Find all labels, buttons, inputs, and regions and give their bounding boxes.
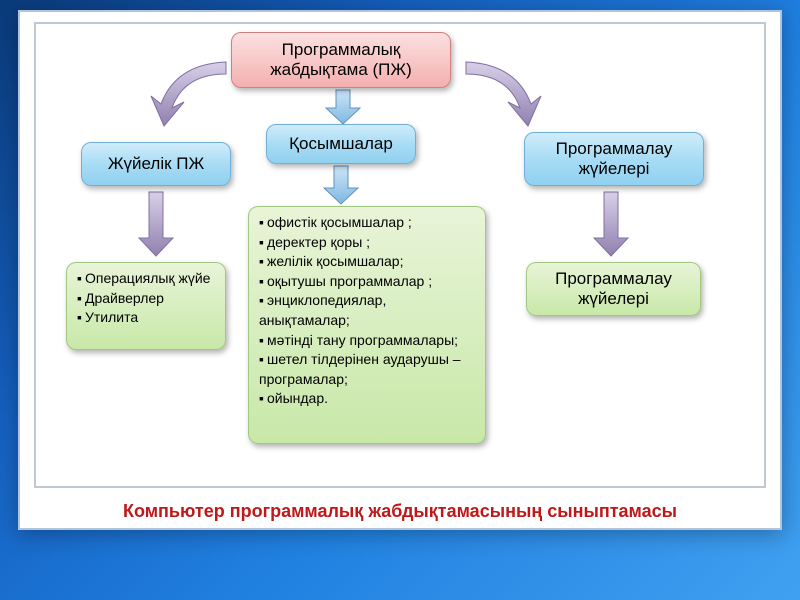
caption: Компьютер программалық жабдықтамасының с… xyxy=(20,501,780,522)
applist-items: офистік қосымшалар ; деректер қоры ; жел… xyxy=(259,213,475,409)
arrow-apps-applist xyxy=(324,166,358,204)
list-item: Утилита xyxy=(77,308,210,328)
list-item: энциклопедиялар, анықтамалар; xyxy=(259,291,475,330)
diagram-area: Программалық жабдықтама (ПЖ) Жүйелік ПЖ … xyxy=(34,22,766,488)
arrow-root-apps xyxy=(326,90,360,124)
syslist-items: Операциялық жүйе Драйверлер Утилита xyxy=(77,269,210,328)
node-root: Программалық жабдықтама (ПЖ) xyxy=(231,32,451,88)
arrow-sys-syslist xyxy=(139,192,173,256)
list-item: офистік қосымшалар ; xyxy=(259,213,475,233)
curved-arrow-right xyxy=(456,54,546,134)
list-item: шетел тілдерінен аударушы –програмалар; xyxy=(259,350,475,389)
node-apps: Қосымшалар xyxy=(266,124,416,164)
node-systempj-label: Жүйелік ПЖ xyxy=(108,154,204,174)
outer-frame: Программалық жабдықтама (ПЖ) Жүйелік ПЖ … xyxy=(18,10,782,530)
list-item: деректер қоры ; xyxy=(259,233,475,253)
node-systempj: Жүйелік ПЖ xyxy=(81,142,231,186)
curved-arrow-left xyxy=(146,54,236,134)
node-progsys2-label: Программалау жүйелері xyxy=(537,269,690,309)
list-item: оқытушы программалар ; xyxy=(259,272,475,292)
node-progsys-label: Программалау жүйелері xyxy=(535,139,693,179)
node-progsys: Программалау жүйелері xyxy=(524,132,704,186)
list-item: ойындар. xyxy=(259,389,475,409)
list-item: Драйверлер xyxy=(77,289,210,309)
arrow-progsys-progsys2 xyxy=(594,192,628,256)
node-root-label: Программалық жабдықтама (ПЖ) xyxy=(242,40,440,80)
node-apps-label: Қосымшалар xyxy=(289,134,393,154)
node-syslist: Операциялық жүйе Драйверлер Утилита xyxy=(66,262,226,350)
node-applist: офистік қосымшалар ; деректер қоры ; жел… xyxy=(248,206,486,444)
node-progsys2: Программалау жүйелері xyxy=(526,262,701,316)
list-item: Операциялық жүйе xyxy=(77,269,210,289)
list-item: желілік қосымшалар; xyxy=(259,252,475,272)
list-item: мәтінді тану программалары; xyxy=(259,331,475,351)
